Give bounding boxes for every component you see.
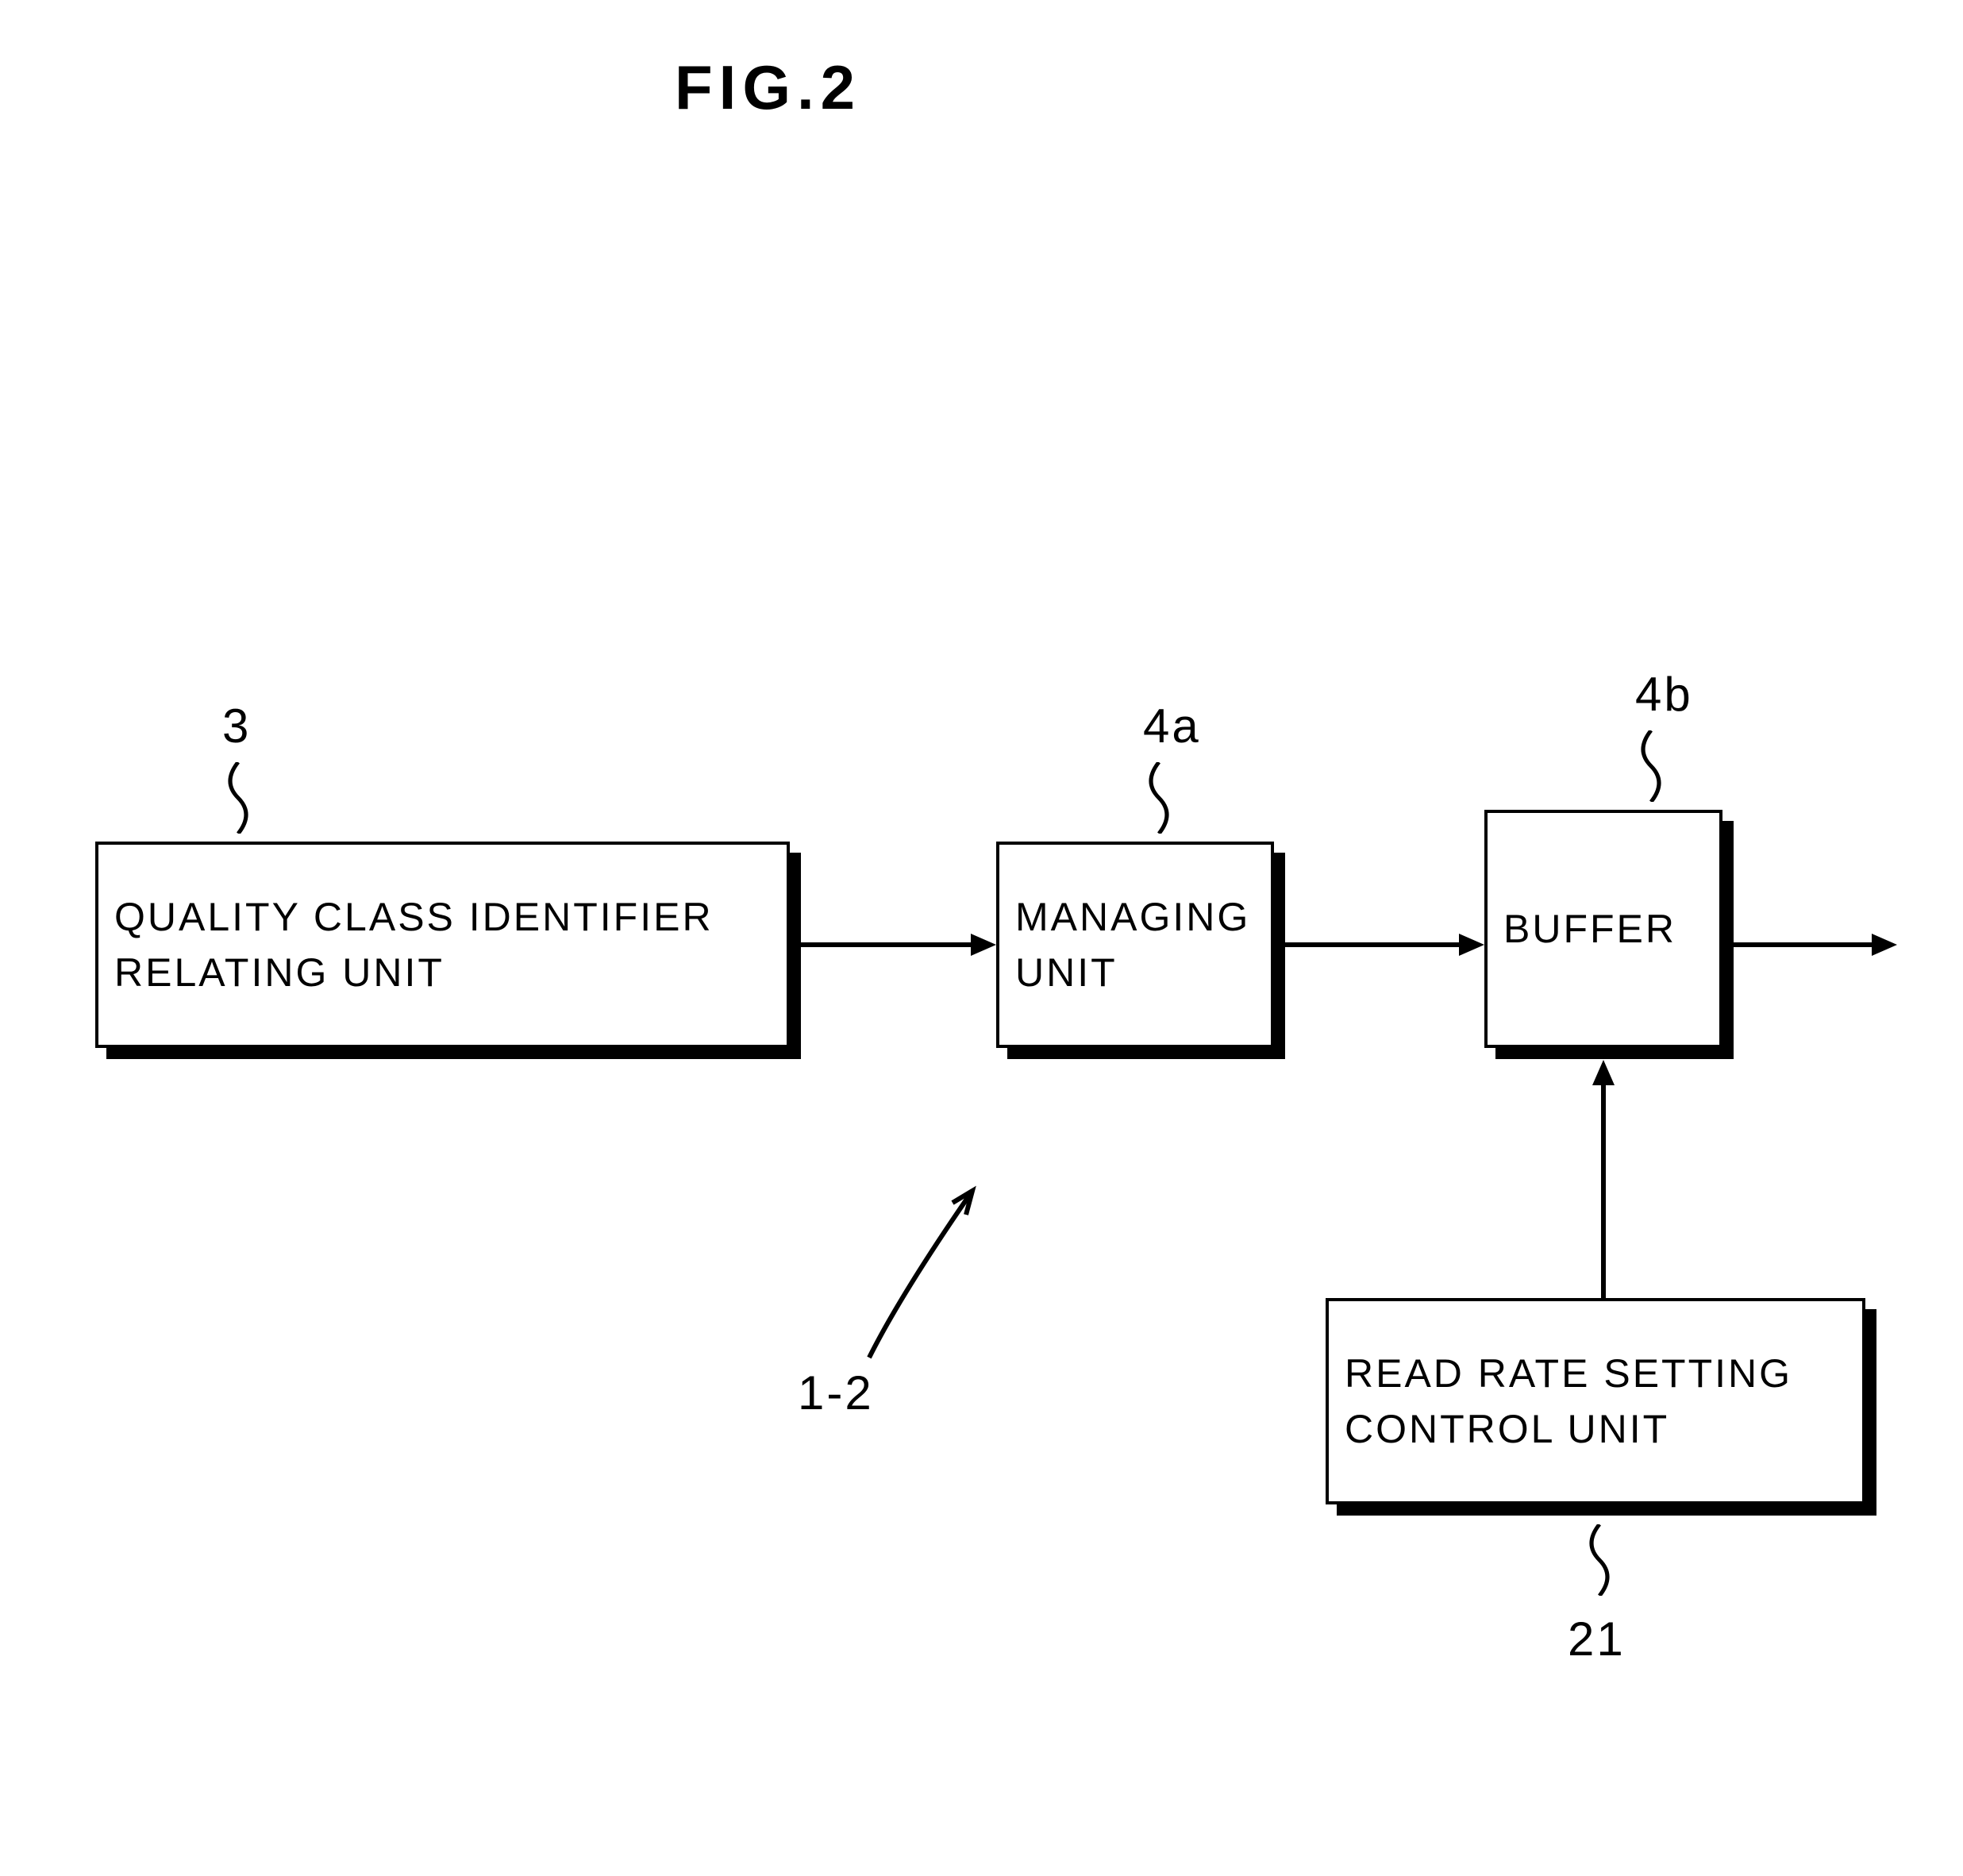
box-quality-class-identifier: QUALITY CLASS IDENTIFIER RELATING UNIT — [95, 842, 790, 1048]
arrow-21-to-4b — [1601, 1084, 1606, 1298]
arrow-3-to-4a — [790, 942, 972, 947]
diagram-container: FIG.2 QUALITY CLASS IDENTIFIER RELATING … — [0, 0, 1963, 1876]
box3-ref: 3 — [222, 699, 251, 753]
box21-label: READ RATE SETTING CONTROL UNIT — [1345, 1346, 1792, 1457]
pointer-arrow — [853, 1175, 1012, 1366]
arrow-4b-out — [1722, 942, 1873, 947]
box21-ref: 21 — [1568, 1612, 1626, 1666]
box-buffer: BUFFER — [1484, 810, 1722, 1048]
box4b-label: BUFFER — [1503, 906, 1676, 952]
arrow-21-to-4b-head — [1592, 1060, 1615, 1085]
box3-squiggle — [214, 762, 262, 834]
box4b-ref: 4b — [1635, 667, 1693, 722]
arrow-3-to-4a-head — [971, 934, 996, 956]
box21-squiggle — [1576, 1524, 1623, 1596]
box4a-label: MANAGING UNIT — [1015, 889, 1250, 1000]
arrow-4a-to-4b — [1274, 942, 1461, 947]
arrow-4a-to-4b-head — [1459, 934, 1484, 956]
box-read-rate-control: READ RATE SETTING CONTROL UNIT — [1326, 1298, 1865, 1504]
figure-title: FIG.2 — [675, 52, 861, 124]
arrow-4b-out-head — [1872, 934, 1897, 956]
box4a-ref: 4a — [1143, 699, 1201, 753]
box3-label: QUALITY CLASS IDENTIFIER RELATING UNIT — [114, 889, 714, 1000]
box4a-squiggle — [1135, 762, 1183, 834]
box-managing-unit: MANAGING UNIT — [996, 842, 1274, 1048]
box4b-squiggle — [1627, 730, 1675, 802]
pointer-label: 1-2 — [798, 1366, 874, 1420]
